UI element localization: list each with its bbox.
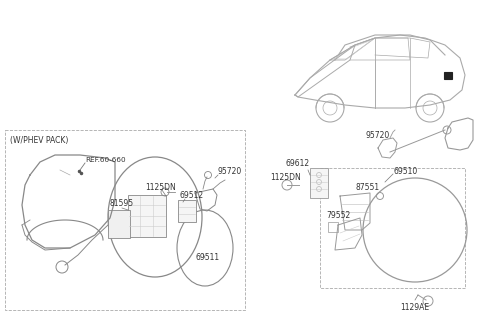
Bar	[328, 222, 338, 232]
Bar	[320, 168, 465, 288]
Text: 1125DN: 1125DN	[270, 174, 301, 183]
Text: 95720: 95720	[365, 132, 389, 141]
Text: 69511: 69511	[195, 252, 219, 261]
Bar	[178, 200, 196, 222]
Text: 69512: 69512	[180, 191, 204, 201]
Text: 95720: 95720	[218, 168, 242, 176]
Text: 69510: 69510	[393, 167, 417, 176]
Bar	[108, 210, 130, 238]
Text: 1129AE: 1129AE	[400, 303, 429, 313]
Bar	[128, 195, 166, 237]
Bar	[310, 168, 328, 198]
Text: (W/PHEV PACK): (W/PHEV PACK)	[10, 135, 68, 144]
Text: 69612: 69612	[285, 158, 309, 168]
Bar	[5, 130, 245, 310]
Text: 87551: 87551	[356, 183, 380, 192]
Text: 79552: 79552	[326, 211, 350, 219]
Text: 81595: 81595	[110, 198, 134, 208]
Text: REF.60-660: REF.60-660	[85, 157, 126, 163]
Text: 1125DN: 1125DN	[145, 183, 176, 192]
Bar	[444, 72, 452, 79]
